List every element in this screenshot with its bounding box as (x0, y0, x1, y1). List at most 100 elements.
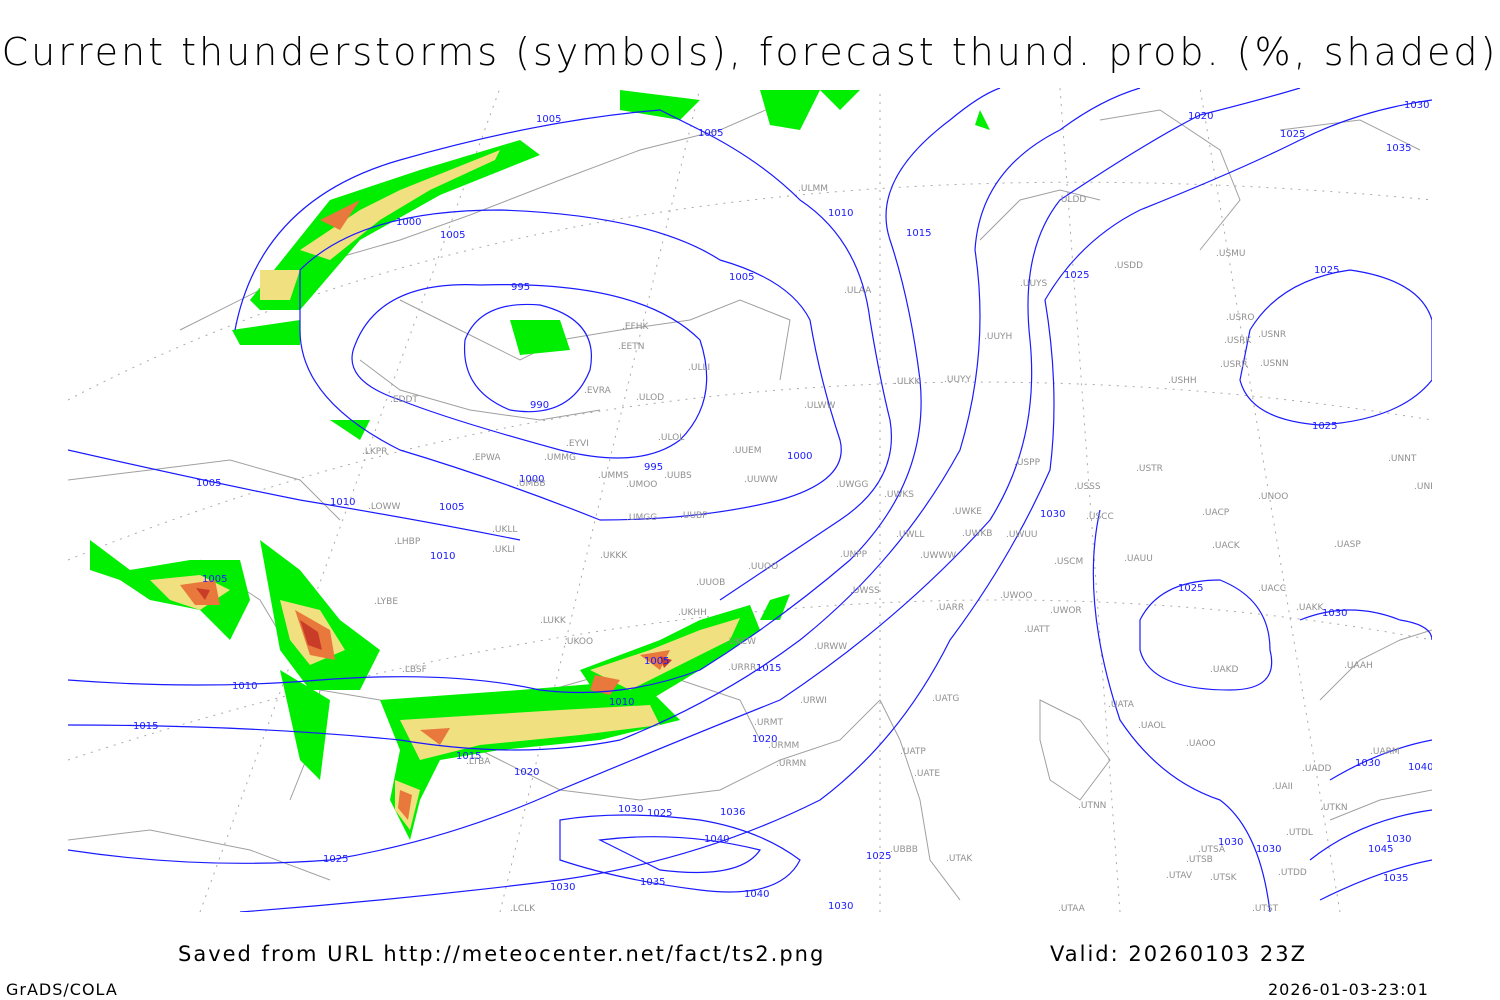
station-label: .LUKK (540, 616, 567, 626)
isobar-label: 1000 (396, 217, 421, 228)
station-label: .URMM (768, 741, 799, 751)
software-credit: GrADS/COLA (6, 980, 118, 999)
isobar-label: 1005 (440, 230, 465, 241)
station-label: .LYBE (374, 597, 398, 607)
station-label: .UADD (1302, 764, 1332, 774)
isobar-label: 1025 (647, 808, 672, 819)
isobar-label: 1005 (196, 478, 221, 489)
station-label: .UAKK (1296, 603, 1325, 613)
station-label: .UWKE (952, 507, 982, 517)
station-label: .ULDD (1058, 195, 1086, 205)
isobar-label: 1030 (618, 804, 643, 815)
isobar-label: 1010 (330, 497, 355, 508)
station-label: .LKPR (362, 447, 387, 457)
station-label: .USDD (1114, 261, 1143, 271)
station-label: .UUOB (696, 578, 725, 588)
graticule (68, 88, 1432, 912)
isobar-label: 1030 (1040, 509, 1065, 520)
isobar-label: 1045 (1368, 844, 1393, 855)
station-label: .UNBB (1414, 482, 1443, 492)
isobar-label: 1040 (1408, 762, 1433, 773)
station-label: .UAOO (1186, 739, 1216, 749)
station-label: .UUYS (1020, 279, 1048, 289)
station-label: .UTAV (1166, 871, 1193, 881)
station-label: .UTKN (1320, 803, 1348, 813)
station-label: .USSS (1074, 482, 1101, 492)
station-label: .UWGG (836, 480, 868, 490)
station-label: .ULWW (804, 401, 836, 411)
station-label: .ULAA (844, 286, 872, 296)
station-label: .UATE (914, 769, 940, 779)
station-label: .UUBS (664, 471, 692, 481)
isobar-label: 1030 (1322, 608, 1347, 619)
station-label: .UAAH (1344, 661, 1373, 671)
station-label: .URWW (814, 642, 847, 652)
station-label: .USNN (1260, 359, 1289, 369)
isobar-label: 1015 (456, 751, 481, 762)
station-label: .UUYH (984, 332, 1012, 342)
isobar-label: 1025 (1178, 583, 1203, 594)
isobar-label: 1030 (1218, 837, 1243, 848)
station-label: .UWOR (1050, 606, 1082, 616)
station-label: .UWLL (896, 530, 924, 540)
isobar-label: 1005 (644, 656, 669, 667)
station-label: .UASP (1334, 540, 1361, 550)
isobar-label: 1010 (609, 697, 634, 708)
station-label: .UAUU (1124, 554, 1153, 564)
isobar-label: 1005 (698, 128, 723, 139)
station-label: .EYVI (566, 439, 589, 449)
station-label: .UMMG (544, 453, 576, 463)
station-label: .USRR (1220, 360, 1248, 370)
station-label: .URMN (776, 759, 806, 769)
station-label: .UTAK (946, 854, 973, 864)
station-label: .USCC (1086, 512, 1114, 522)
isobar-label: 1020 (514, 767, 539, 778)
station-label: .UKLL (492, 525, 517, 535)
isobar-label: 1036 (720, 807, 745, 818)
source-url-note: Saved from URL http://meteocenter.net/fa… (178, 942, 826, 966)
station-label: .LTBA (466, 757, 491, 767)
thunderstorm-probability-shading (90, 90, 990, 840)
coastlines (68, 94, 1432, 901)
station-label: .UWKS (884, 490, 914, 500)
isobar-label: 1025 (1064, 270, 1089, 281)
station-label: .ULMM (798, 184, 828, 194)
station-label: .UARR (936, 603, 964, 613)
station-label: .UATP (900, 747, 926, 757)
station-label: .UTSB (1186, 855, 1213, 865)
station-label: .UUYY (944, 375, 972, 385)
station-label: .UACC (1258, 584, 1286, 594)
station-label: .UUOO (748, 562, 778, 572)
station-label: .UNPP (840, 550, 868, 560)
isobar-label: 1025 (1280, 129, 1305, 140)
station-label: .UTAA (1058, 904, 1086, 914)
isobar-label: 1005 (729, 272, 754, 283)
station-label: .USTR (1136, 464, 1163, 474)
station-label: .UNOO (1258, 492, 1288, 502)
station-label: .USHH (1168, 376, 1197, 386)
isobar-label: 1020 (752, 734, 777, 745)
isobar-label: 1030 (1386, 834, 1411, 845)
station-label: .LOWW (368, 502, 401, 512)
station-label: .UKCW (726, 637, 756, 647)
station-label: .UWSS (850, 586, 880, 596)
station-label: .ULOD (636, 393, 664, 403)
isobar-label: 1000 (787, 451, 812, 462)
station-label: .EFHK (622, 322, 649, 332)
station-label: .USRO (1226, 313, 1255, 323)
station-label: .UWOO (1000, 591, 1033, 601)
station-label: .URMT (754, 718, 783, 728)
isobar-label: 1015 (906, 228, 931, 239)
station-label: .UNNT (1388, 454, 1417, 464)
station-label: .UUEM (732, 446, 762, 456)
station-label: .EDDT (390, 395, 418, 405)
station-label: .UWKB (962, 529, 992, 539)
isobar-label: 1035 (1386, 143, 1411, 154)
generation-timestamp: 2026-01-03-23:01 (1268, 980, 1429, 999)
isobar-label: 1030 (1355, 758, 1380, 769)
station-label: .UWUU (1006, 530, 1038, 540)
station-label: .UATT (1024, 625, 1050, 635)
isobar-label: 1035 (1383, 873, 1408, 884)
station-label: .UMGG (626, 513, 657, 523)
isobar-label: 1030 (1404, 100, 1429, 111)
